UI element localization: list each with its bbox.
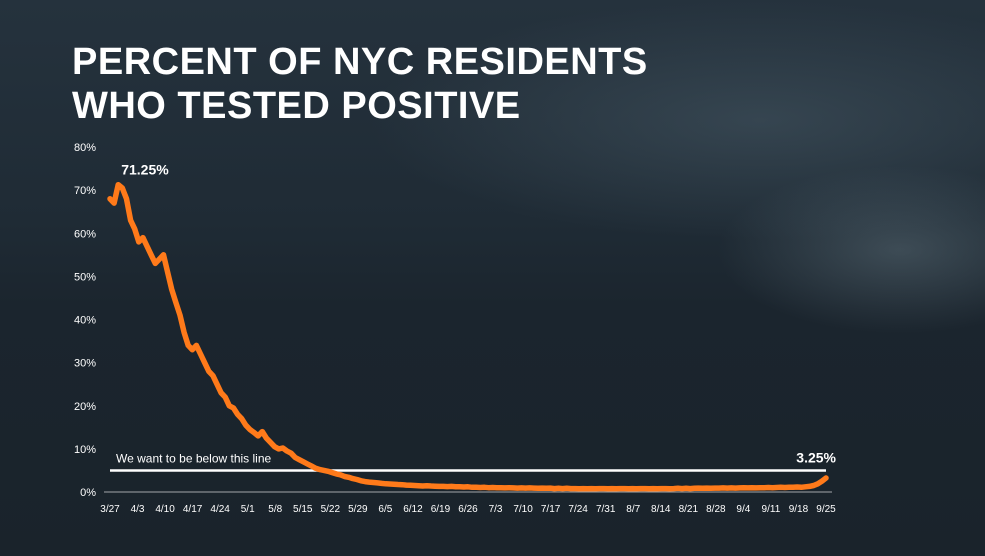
x-tick-label: 8/7 [626, 504, 640, 515]
x-tick-label: 6/12 [403, 504, 423, 515]
x-axis: 3/27 4/3 4/10 4/17 4/24 5/1 5/8 5/15 5/22 5/29 6/5… [100, 504, 836, 515]
x-tick-label: 4/3 [131, 504, 145, 515]
y-tick-label: 70% [74, 185, 96, 197]
x-tick-label: 7/31 [596, 504, 616, 515]
series-line [107, 181, 829, 492]
x-tick-label: 5/22 [321, 504, 341, 515]
x-tick-label: 7/24 [568, 504, 588, 515]
y-tick-label: 80% [74, 142, 96, 154]
x-tick-label: 5/15 [293, 504, 313, 515]
x-tick-label: 4/24 [210, 504, 230, 515]
x-tick-label: 7/3 [489, 504, 503, 515]
y-tick-label: 50% [74, 271, 96, 283]
x-tick-label: 8/21 [679, 504, 699, 515]
x-tick-label: 9/4 [736, 504, 750, 515]
x-tick-label: 6/5 [378, 504, 392, 515]
y-tick-label: 20% [74, 401, 96, 413]
x-tick-label: 5/1 [241, 504, 255, 515]
x-tick-label: 3/27 [100, 504, 120, 515]
x-tick-label: 7/17 [541, 504, 561, 515]
x-tick-label: 6/26 [458, 504, 478, 515]
x-tick-label: 5/8 [268, 504, 282, 515]
title-line-1: PERCENT OF NYC RESIDENTS [72, 41, 648, 83]
x-tick-label: 7/10 [513, 504, 533, 515]
y-tick-label: 0% [80, 487, 96, 499]
y-tick-label: 30% [74, 358, 96, 370]
x-tick-label: 8/14 [651, 504, 671, 515]
x-tick-label: 5/29 [348, 504, 368, 515]
y-tick-label: 10% [74, 444, 96, 456]
y-axis: 0% 10% 20% 30% 40% 50% 60% 70% 80% [74, 142, 96, 499]
x-tick-label: 9/18 [789, 504, 809, 515]
peak-annotation: 71.25% [121, 162, 169, 178]
y-tick-label: 60% [74, 228, 96, 240]
chart-title: PERCENT OF NYC RESIDENTS WHO TESTED POSI… [72, 40, 772, 128]
x-tick-label: 9/11 [762, 504, 781, 515]
title-line-2: WHO TESTED POSITIVE [72, 85, 521, 127]
x-tick-label: 4/17 [183, 504, 203, 515]
y-tick-label: 40% [74, 315, 96, 327]
x-tick-label: 9/25 [816, 504, 836, 515]
x-tick-label: 4/10 [155, 504, 175, 515]
x-tick-label: 6/19 [431, 504, 451, 515]
x-tick-label: 8/28 [706, 504, 726, 515]
last-value-annotation: 3.25% [796, 449, 836, 465]
threshold-label: We want to be below this line [116, 451, 272, 465]
